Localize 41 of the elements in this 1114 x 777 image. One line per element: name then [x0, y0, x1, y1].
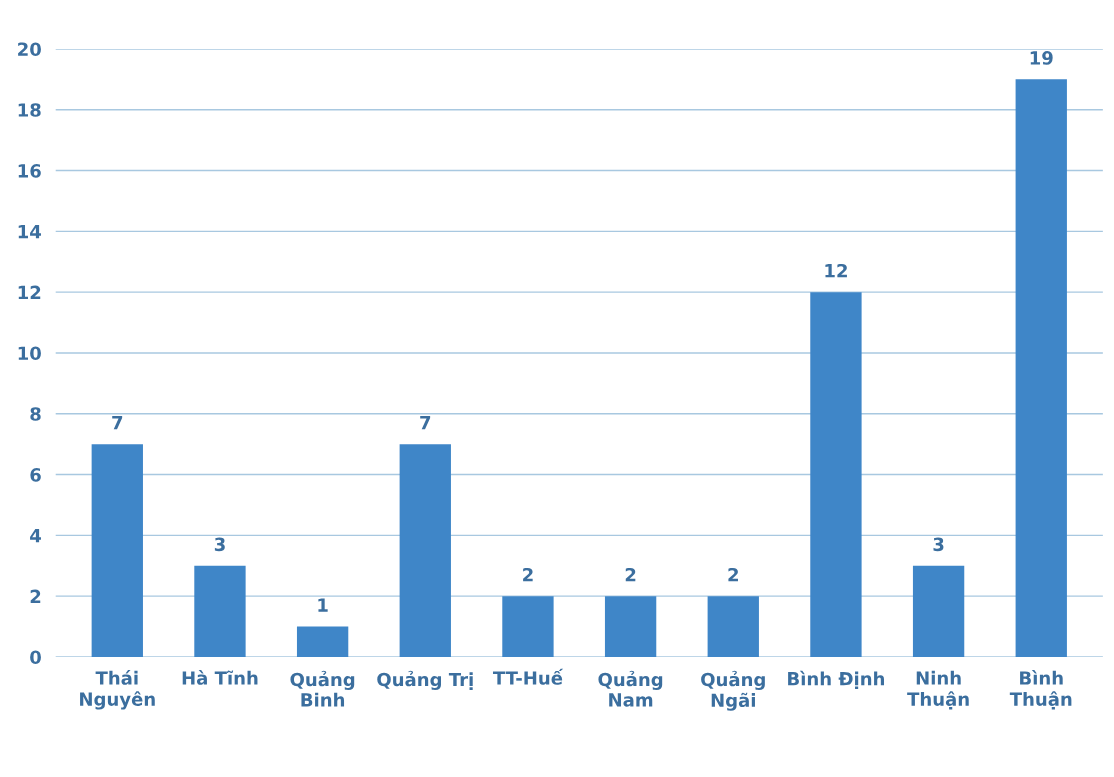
y-tick-label: 16 — [18, 164, 41, 178]
data-label: 2 — [523, 567, 533, 582]
data-label: 7 — [420, 416, 431, 430]
x-tick-label: Hà Tĩnh — [182, 670, 258, 685]
y-tick-label: 0 — [30, 650, 41, 665]
data-label: 2 — [625, 567, 636, 582]
x-tick-label: Quảng Trị — [377, 670, 473, 690]
bar — [502, 596, 554, 657]
data-label: 1 — [318, 598, 328, 612]
bar — [194, 565, 246, 657]
y-tick-label: 18 — [18, 103, 41, 117]
bar — [810, 292, 862, 657]
y-tick-label: 2 — [30, 589, 41, 604]
bar — [399, 444, 451, 657]
x-tick-label: Bình Thuận — [1009, 670, 1072, 710]
x-tick-label: Quảng Ngãi — [701, 670, 765, 711]
x-tick-label: TT-Huế — [493, 668, 564, 685]
y-tick-label: 8 — [30, 407, 41, 421]
bar — [707, 596, 759, 657]
data-label: 12 — [825, 263, 847, 278]
bar — [604, 596, 657, 657]
bar — [1015, 79, 1067, 657]
data-label: 19 — [1030, 51, 1053, 65]
bar — [912, 565, 965, 657]
bar — [91, 444, 143, 657]
bar — [296, 626, 349, 657]
y-tick-label: 20 — [18, 42, 41, 57]
y-tick-label: 6 — [30, 468, 41, 482]
x-tick-label: Quảng Nam — [598, 670, 663, 707]
y-tick-label: 12 — [18, 285, 41, 300]
x-tick-label: Quảng Binh — [290, 670, 355, 707]
data-label: 3 — [214, 537, 225, 552]
data-label: 3 — [933, 537, 944, 552]
data-label: 7 — [112, 416, 123, 430]
y-tick-label: 14 — [18, 225, 41, 239]
x-tick-label: Thái Nguyên — [80, 670, 155, 710]
y-tick-label: 10 — [18, 346, 41, 361]
data-label: 2 — [728, 567, 738, 582]
y-tick-label: 4 — [30, 529, 41, 543]
x-tick-label: Ninh Thuận — [907, 670, 969, 710]
x-tick-label: Bình Định — [788, 670, 885, 690]
